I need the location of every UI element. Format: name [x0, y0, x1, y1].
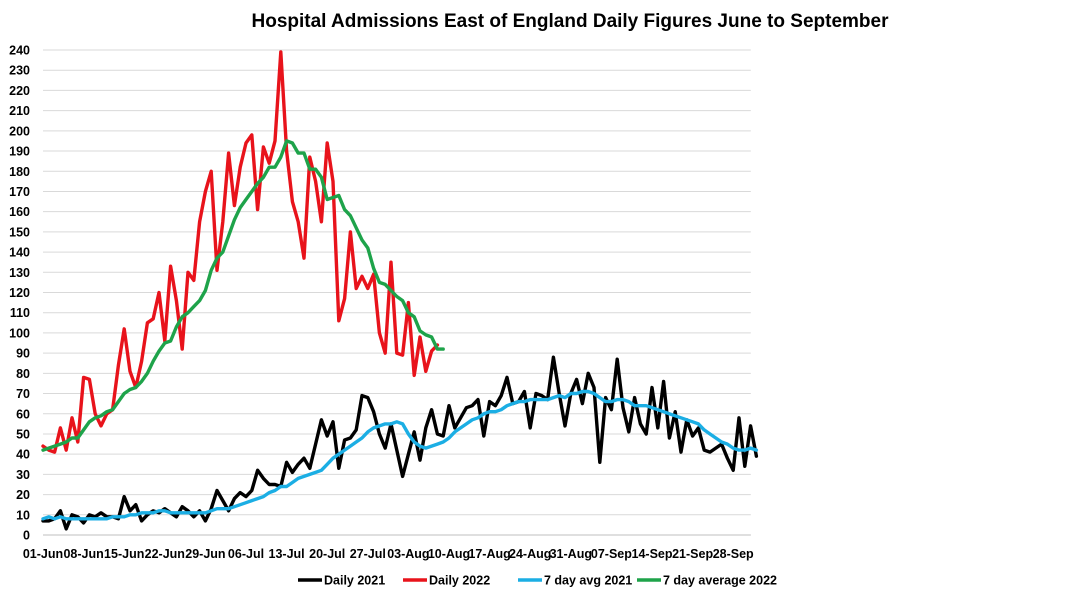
y-tick-label: 60: [16, 407, 30, 421]
x-tick-label: 01-Jun: [23, 547, 63, 561]
legend: Daily 2021 Daily 2022 7 day avg 2021 7 day …: [298, 574, 777, 588]
x-axis-tick-labels: 01-Jun 08-Jun 15-Jun 22-Jun 29-Jun 06-Jul 13-J…: [23, 547, 754, 561]
x-tick-label: 17-Aug: [468, 547, 510, 561]
y-tick-label: 30: [16, 468, 30, 482]
series-line-7-day-avg-2021: [41, 389, 759, 521]
y-tick-label: 20: [16, 488, 30, 502]
legend-label: Daily 2022: [429, 574, 490, 588]
x-tick-label: 28-Sep: [713, 547, 754, 561]
y-tick-label: 100: [9, 326, 30, 340]
y-tick-label: 240: [9, 44, 30, 58]
y-tick-label: 110: [10, 306, 30, 320]
x-tick-label: 14-Sep: [632, 547, 673, 561]
x-tick-label: 22-Jun: [145, 547, 185, 561]
chart-title: Hospital Admissions East of England Dail…: [252, 11, 890, 32]
y-tick-label: 170: [9, 185, 30, 199]
x-tick-label: 15-Jun: [104, 547, 144, 561]
legend-label: Daily 2021: [324, 574, 385, 588]
y-tick-label: 130: [9, 266, 30, 280]
series-line-daily-2021: [41, 355, 759, 531]
x-tick-label: 20-Jul: [309, 547, 345, 561]
x-tick-label: 03-Aug: [387, 547, 429, 561]
y-tick-label: 160: [9, 205, 30, 219]
y-tick-label: 120: [9, 286, 30, 300]
x-tick-label: 07-Sep: [591, 547, 632, 561]
y-axis-tick-labels: 0 10 20 30 40 50 60 70 80 90 100 110 120 130 140 150 160…: [9, 44, 30, 543]
legend-label: 7 day average 2022: [663, 574, 777, 588]
x-tick-label: 08-Jun: [63, 547, 103, 561]
y-tick-label: 220: [9, 84, 30, 98]
y-tick-label: 190: [9, 145, 30, 159]
x-tick-label: 10-Aug: [428, 547, 470, 561]
y-tick-label: 70: [16, 387, 30, 401]
y-tick-label: 150: [9, 225, 30, 239]
x-tick-label: 24-Aug: [509, 547, 551, 561]
y-tick-label: 200: [9, 124, 30, 138]
legend-label: 7 day avg 2021: [544, 574, 632, 588]
x-tick-label: 13-Jul: [269, 547, 305, 561]
y-tick-label: 80: [16, 367, 30, 381]
y-tick-label: 140: [9, 246, 30, 260]
x-tick-label: 31-Aug: [550, 547, 592, 561]
x-tick-label: 27-Jul: [350, 547, 386, 561]
y-tick-label: 50: [16, 427, 30, 441]
y-tick-label: 230: [9, 64, 30, 78]
y-tick-label: 10: [16, 508, 30, 522]
y-tick-label: 210: [9, 104, 30, 118]
y-tick-label: 0: [23, 529, 30, 543]
y-tick-label: 90: [16, 347, 30, 361]
x-tick-label: 06-Jul: [228, 547, 264, 561]
y-tick-label: 180: [9, 165, 30, 179]
gridlines: [43, 49, 751, 536]
series-lines: [41, 50, 759, 531]
x-tick-label: 21-Sep: [672, 547, 713, 561]
x-tick-label: 29-Jun: [185, 547, 225, 561]
series-line-7-day-average-2022: [41, 139, 445, 452]
y-tick-label: 40: [16, 448, 30, 462]
